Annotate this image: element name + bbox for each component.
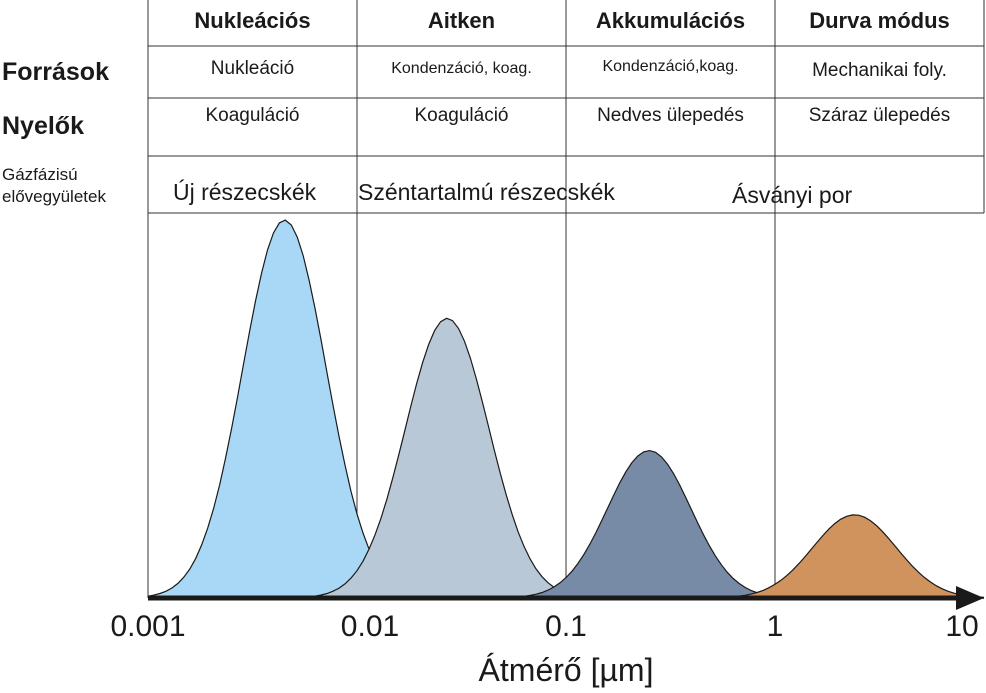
gas-label-line-1: Gázfázisú [2,165,78,184]
sink-cell-accumulation: Nedves ülepedés [597,105,744,126]
sink-cell-coarse: Száraz ülepedés [808,105,951,126]
column-header-accumulation: Akkumulációs [595,8,746,33]
source-cell-coarse: Mechanikai foly. [812,60,947,81]
source-cell-aitken: Kondenzáció, koag. [391,60,532,77]
gas-phase-precursors-label: Gázfázisú elővegyületek [2,164,106,208]
category-new-particles: Új részecskék [173,179,317,205]
row-label-sinks: Nyelők [2,112,84,140]
sink-cell-aitken: Koaguláció [414,105,509,126]
category-carbonaceous-particles: Széntartalmú részecskék [358,179,615,205]
table-grid [147,0,985,598]
x-tick-label: 0.1 [545,610,587,643]
x-tick-label: 0.01 [340,610,400,643]
column-header-coarse: Durva módus [809,8,950,33]
category-mineral-dust: Ásványi por [732,182,853,208]
x-tick-label: 0.001 [110,610,186,643]
gas-label-line-2: elővegyületek [2,187,106,206]
x-axis-arrow [956,586,984,610]
x-axis-label: Átmérő [µm] [478,652,654,688]
column-header-nucleation: Nukleációs [194,8,311,33]
column-header-aitken: Aitken [427,8,496,33]
row-label-sources: Források [2,58,109,86]
x-tick-label: 10 [945,610,979,643]
sink-cell-nucleation: Koaguláció [205,105,300,126]
source-cell-accumulation: Kondenzáció,koag. [602,58,739,75]
x-tick-label: 1 [766,610,784,643]
source-cell-nucleation: Nukleáció [210,58,295,79]
